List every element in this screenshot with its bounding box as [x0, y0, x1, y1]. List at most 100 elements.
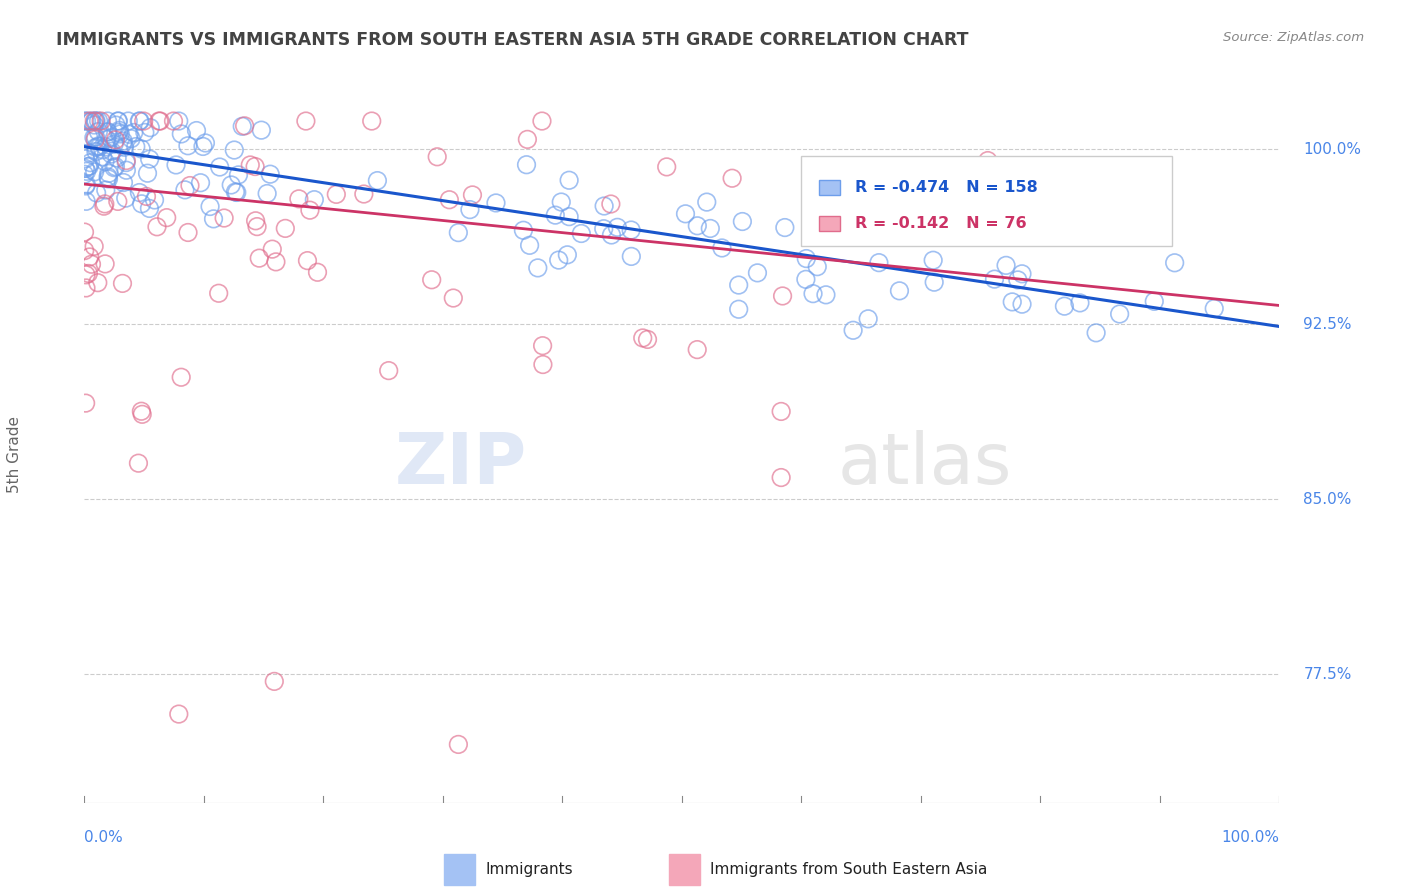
- Point: [366, 173, 388, 187]
- Point: [262, 242, 284, 256]
- Point: [922, 253, 945, 268]
- Point: [593, 199, 616, 213]
- Point: [134, 125, 156, 139]
- Point: [224, 185, 246, 199]
- Point: [569, 227, 592, 241]
- Point: [76, 114, 98, 128]
- Point: [94, 140, 117, 154]
- Point: [420, 273, 443, 287]
- Point: [600, 227, 623, 242]
- Point: [202, 211, 225, 226]
- Point: [747, 266, 769, 280]
- Point: [96, 125, 118, 139]
- Point: [772, 289, 794, 303]
- Point: [250, 123, 273, 137]
- Point: [84, 114, 107, 128]
- Point: [75, 281, 97, 295]
- Point: [592, 221, 614, 235]
- Point: [245, 214, 267, 228]
- Point: [75, 178, 97, 192]
- Point: [156, 211, 179, 225]
- Point: [75, 178, 97, 193]
- Point: [224, 143, 246, 157]
- Point: [89, 139, 111, 153]
- Point: [107, 194, 129, 209]
- Point: [307, 265, 329, 279]
- Point: [112, 134, 135, 148]
- Point: [100, 131, 122, 145]
- Point: [170, 127, 193, 141]
- Point: [426, 150, 449, 164]
- Point: [190, 176, 212, 190]
- Point: [86, 186, 108, 200]
- Text: ZIP: ZIP: [394, 430, 526, 499]
- Point: [770, 470, 793, 484]
- Point: [131, 407, 153, 421]
- Point: [1007, 273, 1029, 287]
- Point: [75, 194, 97, 209]
- Point: [138, 152, 160, 166]
- Point: [439, 193, 461, 207]
- Point: [131, 404, 153, 418]
- Point: [295, 114, 318, 128]
- Point: [96, 132, 118, 146]
- Point: [118, 128, 141, 142]
- Point: [274, 221, 297, 235]
- Point: [111, 277, 134, 291]
- Point: [73, 244, 96, 258]
- Point: [177, 226, 200, 240]
- Point: [83, 130, 105, 145]
- Point: [84, 145, 107, 159]
- Point: [167, 114, 190, 128]
- Point: [117, 114, 139, 128]
- Point: [194, 136, 217, 150]
- Point: [75, 396, 97, 410]
- Point: [353, 187, 375, 202]
- Point: [259, 167, 281, 181]
- Point: [461, 188, 484, 202]
- Point: [1053, 299, 1076, 313]
- Point: [842, 323, 865, 337]
- Point: [83, 239, 105, 253]
- Point: [80, 114, 103, 128]
- Point: [104, 160, 127, 174]
- Point: [544, 208, 567, 222]
- Point: [531, 358, 554, 372]
- Point: [132, 114, 155, 128]
- Point: [458, 202, 481, 217]
- Point: [675, 207, 697, 221]
- Point: [97, 125, 120, 139]
- Text: R = -0.142   N = 76: R = -0.142 N = 76: [855, 216, 1026, 231]
- Point: [90, 114, 112, 128]
- Point: [233, 119, 256, 133]
- Point: [801, 286, 824, 301]
- Point: [727, 302, 749, 317]
- Point: [298, 203, 321, 218]
- Point: [162, 114, 184, 128]
- Point: [87, 125, 110, 139]
- Point: [165, 158, 187, 172]
- Point: [73, 167, 96, 181]
- Text: 85.0%: 85.0%: [1303, 491, 1351, 507]
- Point: [174, 183, 197, 197]
- Point: [304, 193, 326, 207]
- Point: [115, 163, 138, 178]
- Point: [620, 223, 643, 237]
- Point: [1163, 256, 1185, 270]
- Point: [87, 276, 110, 290]
- Point: [531, 339, 554, 353]
- Point: [558, 210, 581, 224]
- Point: [208, 160, 231, 174]
- Point: [77, 130, 100, 145]
- Point: [179, 178, 201, 193]
- Point: [77, 160, 100, 174]
- Point: [794, 272, 817, 286]
- Point: [77, 267, 100, 281]
- Point: [995, 258, 1018, 272]
- Point: [129, 142, 152, 156]
- Point: [73, 225, 96, 239]
- Point: [1011, 267, 1033, 281]
- Point: [77, 146, 100, 161]
- Point: [686, 219, 709, 233]
- Point: [80, 257, 103, 271]
